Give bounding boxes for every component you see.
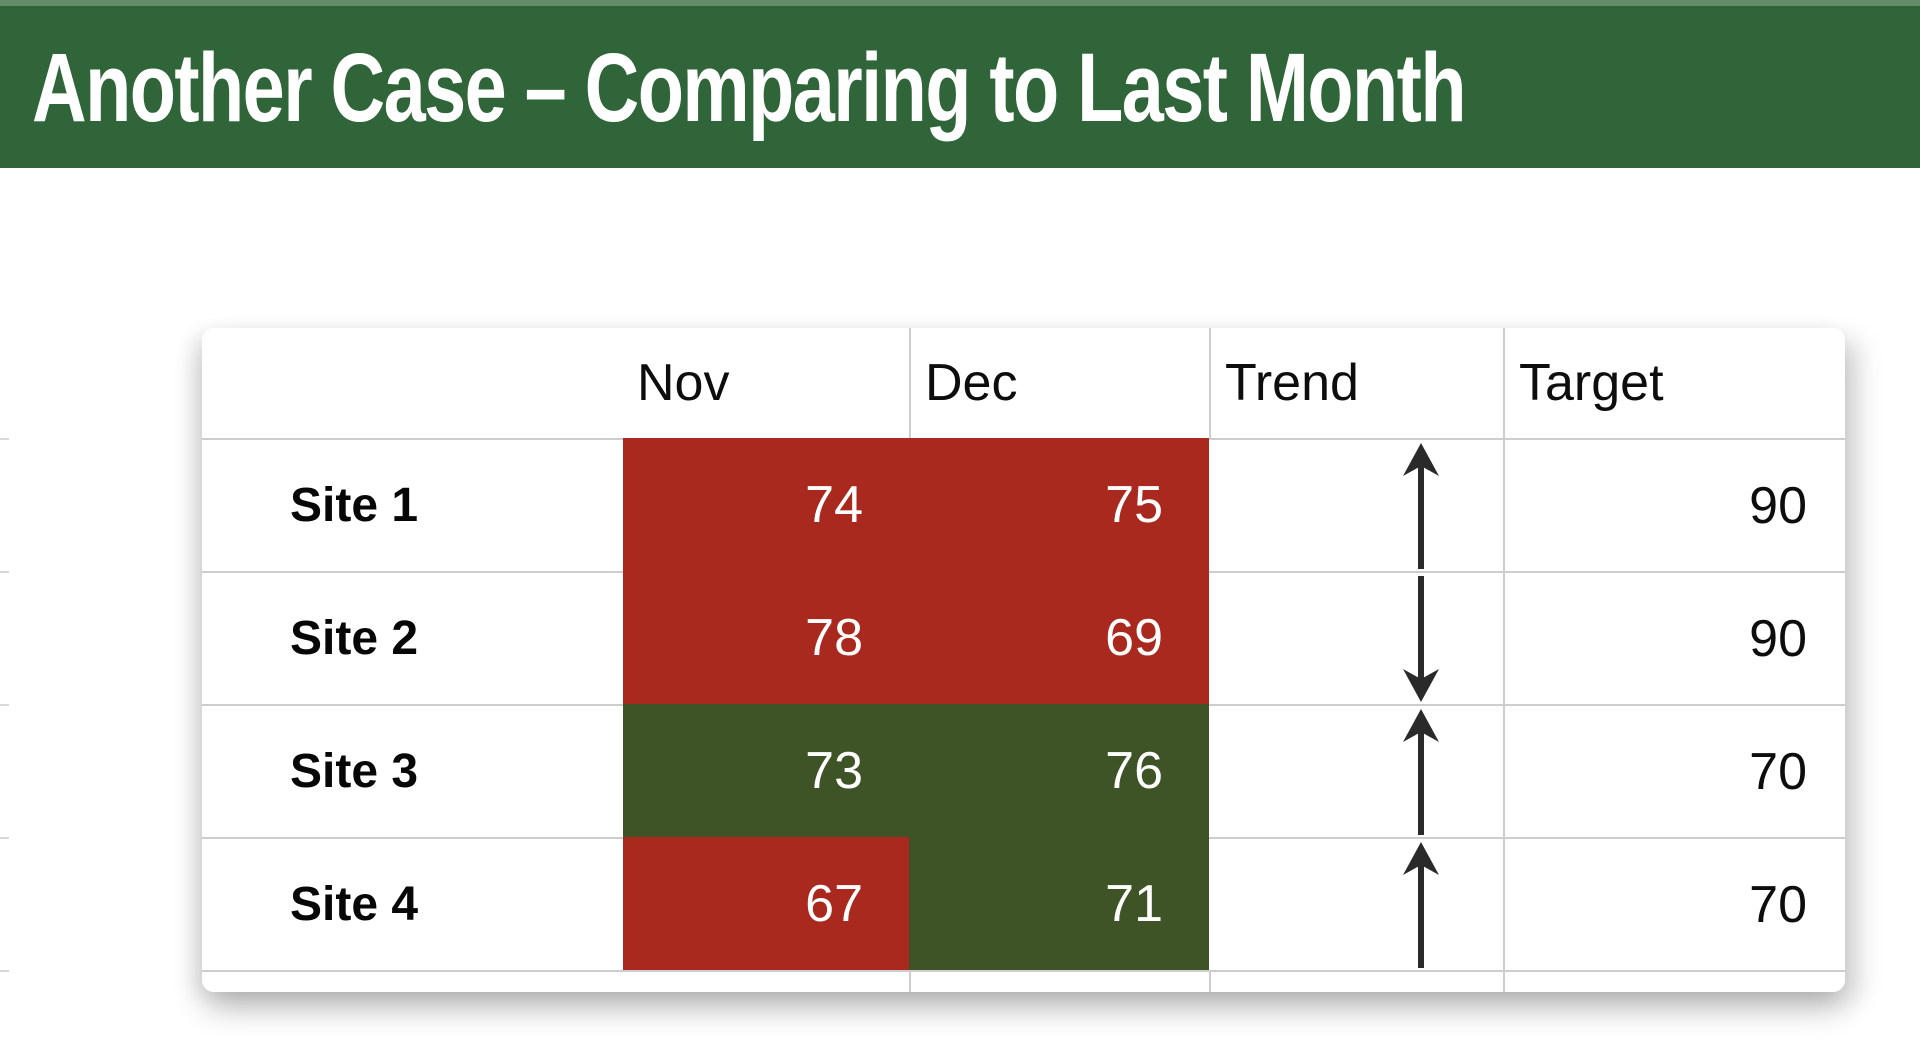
trend-up-icon	[1403, 708, 1439, 835]
target-value-cell: 90	[1503, 438, 1845, 571]
dec-value: 75	[1105, 475, 1163, 534]
partial-row-cell-target	[1503, 970, 1845, 992]
sliver-gridline	[0, 571, 9, 573]
nov-value-cell: 73	[623, 704, 909, 837]
column-header-dec: Dec	[909, 328, 1209, 438]
sliver-gridline	[0, 837, 9, 839]
column-header-target: Target	[1503, 328, 1845, 438]
row-label: Site 1	[202, 438, 623, 571]
target-value-cell: 90	[1503, 571, 1845, 704]
dec-value: 71	[1105, 874, 1163, 933]
spreadsheet-edge-sliver	[0, 438, 9, 992]
trend-up-icon	[1403, 442, 1439, 569]
column-header-label: Target	[1519, 354, 1664, 412]
row-label: Site 2	[202, 571, 623, 704]
column-header-label: Trend	[1225, 354, 1359, 412]
target-value-cell: 70	[1503, 837, 1845, 970]
column-header-trend: Trend	[1209, 328, 1503, 438]
nov-value-cell: 74	[623, 438, 909, 571]
partial-row-cell-nov	[623, 970, 909, 992]
target-value-cell: 70	[1503, 704, 1845, 837]
trend-cell	[1209, 438, 1503, 571]
sliver-gridline	[0, 438, 9, 440]
column-header-label: Nov	[637, 354, 730, 412]
sliver-gridline	[0, 704, 9, 706]
dec-value-cell: 71	[909, 837, 1209, 970]
partial-row-cell-label	[202, 970, 623, 992]
dec-value-cell: 76	[909, 704, 1209, 837]
trend-cell	[1209, 837, 1503, 970]
dec-value: 69	[1105, 608, 1163, 667]
nov-value: 67	[805, 874, 863, 933]
row-label: Site 3	[202, 704, 623, 837]
dec-value-cell: 69	[909, 571, 1209, 704]
slide-title: Another Case – Comparing to Last Month	[32, 32, 1467, 142]
slide-title-bar: Another Case – Comparing to Last Month	[0, 0, 1920, 168]
nov-value-cell: 67	[623, 837, 909, 970]
partial-row-cell-trend	[1209, 970, 1503, 992]
partial-row-cell-dec	[909, 970, 1209, 992]
column-header-nov: Nov	[623, 328, 909, 438]
nov-value: 73	[805, 741, 863, 800]
trend-down-icon	[1403, 575, 1439, 702]
trend-up-icon	[1403, 841, 1439, 968]
sliver-gridline	[0, 970, 9, 972]
trend-cell	[1209, 704, 1503, 837]
dec-value: 76	[1105, 741, 1163, 800]
nov-value: 78	[805, 608, 863, 667]
nov-value: 74	[805, 475, 863, 534]
row-label: Site 4	[202, 837, 623, 970]
column-header-corner	[202, 328, 623, 438]
trend-cell	[1209, 571, 1503, 704]
column-header-label: Dec	[925, 354, 1018, 412]
dec-value-cell: 75	[909, 438, 1209, 571]
comparison-table: Nov Dec Trend Target Site 1 74 75 90 Site 2 78 69 9…	[202, 328, 1845, 992]
nov-value-cell: 78	[623, 571, 909, 704]
